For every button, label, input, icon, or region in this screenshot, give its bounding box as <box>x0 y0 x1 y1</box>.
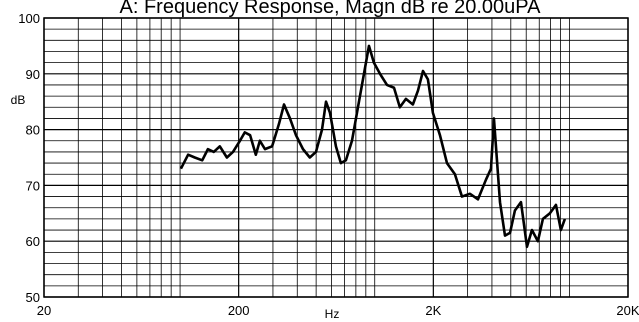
y-tick-label: 80 <box>26 123 40 138</box>
x-tick-label: 20K <box>616 303 639 318</box>
response-line <box>179 44 567 249</box>
y-tick-label: 100 <box>18 11 40 26</box>
x-tick-label: 2K <box>425 303 441 318</box>
x-axis-label: Hz <box>325 307 340 321</box>
y-tick-label: 70 <box>26 178 40 193</box>
chart-title: A: Frequency Response, Magn dB re 20.00u… <box>120 0 542 18</box>
plot-frame <box>43 17 629 298</box>
y-tick-label: 90 <box>26 67 40 82</box>
y-axis-label: dB <box>11 93 26 107</box>
x-tick-label: 20 <box>37 303 51 318</box>
y-tick-label: 60 <box>26 234 40 249</box>
y-tick-label: 50 <box>26 290 40 305</box>
x-tick-label: 200 <box>228 303 250 318</box>
